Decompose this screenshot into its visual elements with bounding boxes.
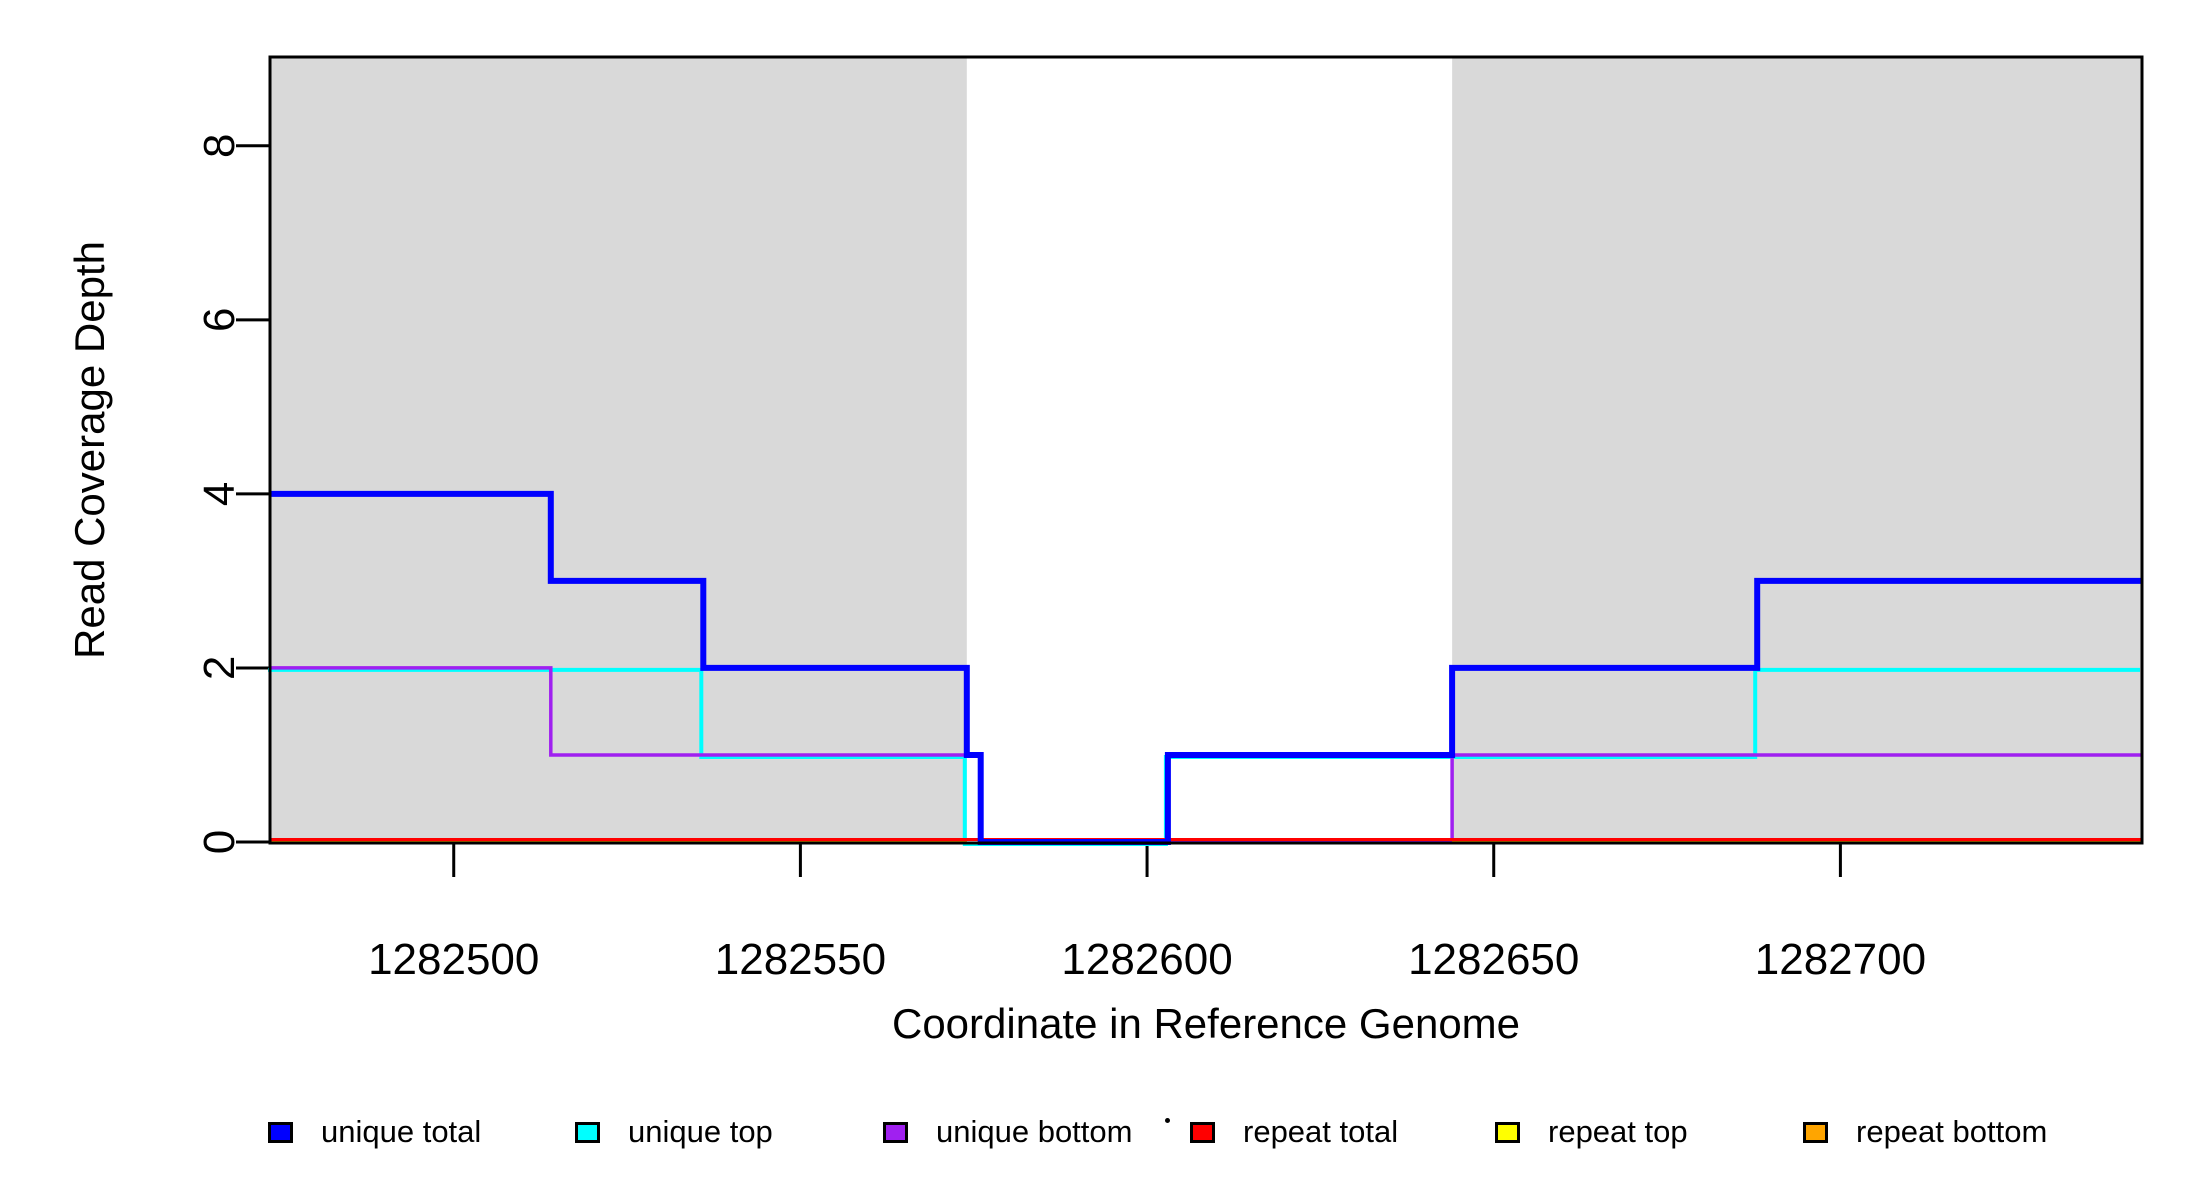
x-tick-label: 1282700 <box>1755 935 1926 984</box>
shaded-repeat-regions <box>270 57 2142 843</box>
legend-separator-dot <box>1165 1118 1170 1123</box>
legend-label: unique total <box>321 1114 482 1149</box>
legend-label: repeat bottom <box>1856 1114 2048 1149</box>
y-tick-label: 4 <box>195 482 244 506</box>
legend-item-unique-bottom: unique bottom <box>883 1112 1132 1152</box>
legend-item-unique-total: unique total <box>268 1112 481 1152</box>
y-tick-label: 6 <box>195 308 244 332</box>
y-tick-label: 8 <box>195 134 244 158</box>
x-axis-title: Coordinate in Reference Genome <box>891 1000 1521 1047</box>
shaded-repeat-region <box>270 57 967 843</box>
legend-swatch-icon <box>1495 1121 1520 1143</box>
legend-label: repeat top <box>1548 1114 1688 1149</box>
plot-border-box <box>268 55 2144 845</box>
legend-swatch-icon <box>883 1121 908 1143</box>
legend-item-unique-top: unique top <box>575 1112 773 1152</box>
x-tick-label: 1282500 <box>368 935 539 984</box>
legend-swatch-icon <box>1803 1121 1828 1143</box>
x-tick-label: 1282550 <box>715 935 886 984</box>
axis-ticks <box>236 144 1842 877</box>
series-line-unique-total <box>270 490 2142 845</box>
legend-swatch-icon <box>268 1121 293 1143</box>
y-tick-label: 2 <box>195 656 244 680</box>
legend-item-repeat-top: repeat top <box>1495 1112 1688 1152</box>
legend-swatch-icon <box>575 1121 600 1143</box>
legend-item-repeat-total: repeat total <box>1190 1112 1398 1152</box>
legend-item-repeat-bottom: repeat bottom <box>1803 1112 2047 1152</box>
axis-tick-labels: 1282500 1282550 1282600 1282650 1282700 0 2 4 6 8 <box>195 134 1926 984</box>
legend-label: unique top <box>628 1114 773 1149</box>
legend-label: repeat total <box>1243 1114 1399 1149</box>
legend-swatch-icon <box>1190 1121 1215 1143</box>
x-tick-label: 1282650 <box>1408 935 1579 984</box>
x-tick-label: 1282600 <box>1061 935 1232 984</box>
shaded-repeat-region <box>1452 57 2142 843</box>
y-axis-title: Read Coverage Depth <box>66 241 113 659</box>
y-tick-label: 0 <box>195 830 244 854</box>
legend-label: unique bottom <box>936 1114 1133 1149</box>
